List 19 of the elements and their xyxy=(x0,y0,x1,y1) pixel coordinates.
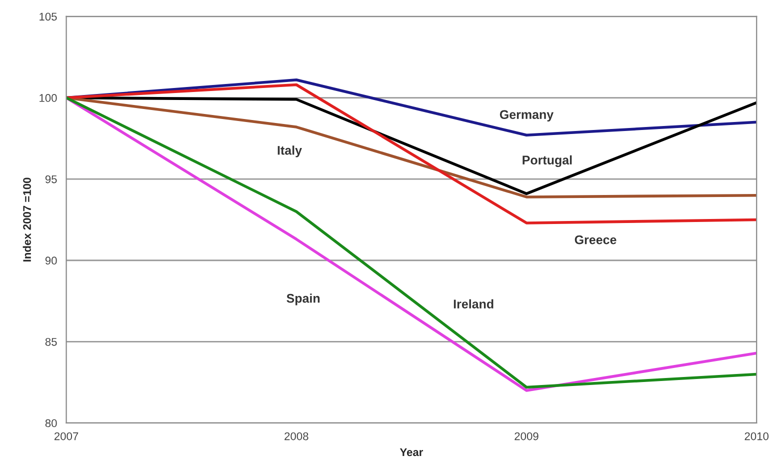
series-label: Ireland xyxy=(454,299,494,308)
x-tick-label: 2007 xyxy=(54,432,78,440)
x-axis-title: Year xyxy=(400,448,424,456)
series-label: Portugal xyxy=(522,155,572,168)
y-tick-label: 85 xyxy=(45,338,57,346)
text: Spain xyxy=(286,294,320,306)
line-series xyxy=(66,83,757,224)
series-label: Italy xyxy=(278,146,302,158)
y-tick-label: 105 xyxy=(40,12,57,21)
y-axis-title: Index 2007 =100 xyxy=(22,178,31,262)
y-tick-label: 100 xyxy=(40,94,57,102)
x-tick-label: 2008 xyxy=(284,432,308,440)
y-tick-label: 95 xyxy=(45,175,57,184)
series-label: Greece xyxy=(574,235,616,244)
series-label: Germany xyxy=(500,110,554,122)
y-tick-label: 80 xyxy=(45,419,57,428)
x-tick-label: 2010 xyxy=(744,432,769,440)
x-tick-label: 2009 xyxy=(514,432,538,440)
y-tick-label: 90 xyxy=(45,256,57,265)
